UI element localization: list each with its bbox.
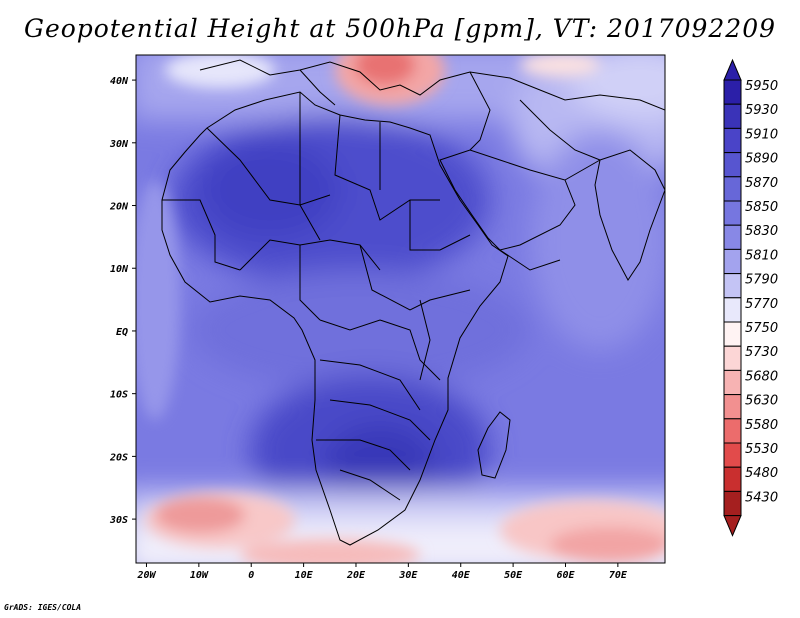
colorbar-label: 5810 — [745, 248, 778, 263]
lon-tick-label: 30E — [398, 570, 418, 581]
colorbar-label: 5580 — [745, 418, 778, 433]
colorbar-top-arrow — [723, 58, 742, 81]
colorbar-swatch — [723, 200, 742, 226]
colorbar-label: 5770 — [745, 297, 778, 312]
lat-tick-label: 10S — [110, 390, 128, 401]
colorbar-label: 5890 — [745, 152, 778, 167]
lat-tick-label: EQ — [116, 327, 128, 338]
coastlines — [161, 59, 665, 546]
colorbar-label: 5870 — [745, 176, 778, 191]
colorbar-label: 5850 — [745, 200, 778, 215]
lat-tick-label: 40N — [110, 76, 129, 87]
colorbar-swatch — [723, 127, 742, 154]
colorbar: 5950 5930 5910 5890 5870 5850 5830 5810 5790 5770… — [723, 58, 778, 537]
lon-tick-label: 20E — [346, 570, 366, 581]
colorbar-swatch — [723, 79, 742, 105]
colorbar-label: 5730 — [745, 345, 778, 360]
latitude-axis: 40N 30N 20N 10N EQ 10S 20S 30S — [109, 76, 136, 526]
lon-tick-label: 10E — [295, 570, 314, 581]
colorbar-swatch — [723, 273, 742, 299]
lat-tick-label: 30S — [109, 515, 128, 526]
colorbar-swatch — [723, 103, 742, 129]
colorbar-label: 5930 — [745, 103, 778, 118]
colorbar-label: 5950 — [745, 79, 778, 94]
colorbar-swatch — [723, 152, 742, 178]
colorbar-swatch — [723, 490, 742, 517]
colorbar-swatch — [723, 466, 742, 492]
lon-tick-label: 70E — [609, 570, 628, 581]
colorbar-swatch — [723, 297, 742, 323]
colorbar-swatch — [723, 369, 742, 396]
lat-tick-label: 20N — [109, 202, 129, 213]
credit-text: GrADS: IGES/COLA — [4, 603, 82, 612]
lat-tick-label: 10N — [110, 264, 129, 275]
lon-tick-label: 60E — [556, 570, 575, 581]
map-title: Geopotential Height at 500hPa [gpm], VT:… — [23, 14, 777, 43]
colorbar-swatch — [723, 394, 742, 420]
colorbar-label: 5750 — [745, 321, 778, 336]
lon-tick-label: 50E — [504, 570, 523, 581]
colorbar-swatch — [723, 418, 742, 444]
colorbar-swatch — [723, 224, 742, 250]
colorbar-swatch — [723, 176, 742, 202]
lat-tick-label: 30N — [109, 139, 129, 150]
colorbar-label: 5480 — [745, 466, 778, 481]
lon-tick-label: 20W — [136, 570, 156, 581]
map-frame — [135, 54, 666, 564]
colorbar-swatch — [723, 345, 742, 371]
lat-tick-label: 20S — [109, 452, 128, 463]
lon-tick-label: 10W — [190, 570, 209, 581]
colorbar-bottom-arrow — [723, 515, 742, 537]
colorbar-swatch — [723, 321, 742, 347]
longitude-axis: 20W 10W 0 10E 20E 30E 40E 50E 60E 70E — [136, 563, 628, 581]
colorbar-label: 5830 — [745, 224, 778, 239]
colorbar-label: 5630 — [745, 394, 778, 409]
colorbar-swatch — [723, 248, 742, 275]
colorbar-label: 5530 — [745, 442, 778, 457]
colorbar-swatch — [723, 442, 742, 468]
colorbar-label: 5430 — [745, 490, 778, 505]
lon-tick-label: 0 — [248, 570, 254, 581]
colorbar-label: 5910 — [745, 127, 778, 142]
colorbar-label: 5680 — [745, 369, 778, 384]
lon-tick-label: 40E — [452, 570, 471, 581]
colorbar-label: 5790 — [745, 273, 778, 288]
